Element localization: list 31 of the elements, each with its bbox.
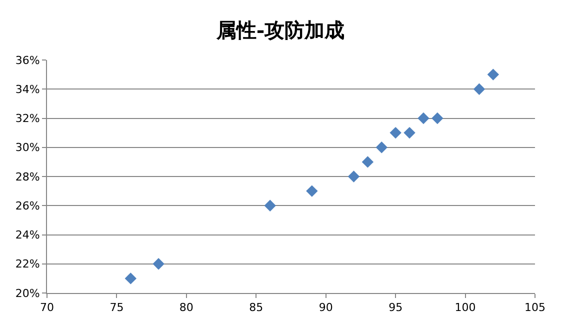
point <box>473 83 486 95</box>
x-tick-label: 70 <box>40 301 54 314</box>
point <box>124 272 137 284</box>
point <box>390 126 402 139</box>
x-tick-label: 75 <box>110 301 124 314</box>
point <box>152 258 164 270</box>
point <box>432 112 444 124</box>
point <box>404 126 416 139</box>
y-tick-label: 22% <box>15 258 40 271</box>
y-tick-label: 24% <box>15 228 40 242</box>
y-tick-label: 36% <box>15 54 40 67</box>
y-tick-label: 28% <box>15 170 40 184</box>
point <box>362 156 374 168</box>
x-tick-label: 90 <box>318 301 333 314</box>
x-tick-label: 80 <box>179 301 194 314</box>
x-tick-label: 95 <box>388 301 403 314</box>
point <box>306 185 318 197</box>
y-tick-label: 34% <box>15 82 40 96</box>
point <box>487 68 500 80</box>
x-tick-label: 105 <box>524 301 546 314</box>
point <box>376 142 388 154</box>
y-tick-label: 32% <box>15 112 40 126</box>
x-tick-label: 85 <box>249 301 264 314</box>
x-tick-label: 100 <box>454 301 476 314</box>
point <box>348 170 360 182</box>
y-tick-label: 30% <box>15 141 40 154</box>
point <box>418 112 430 124</box>
chart-title: 属性-攻防加成 <box>215 18 345 42</box>
y-tick-label: 26% <box>15 199 40 212</box>
y-tick-label: 20% <box>15 286 40 300</box>
point <box>264 200 276 212</box>
